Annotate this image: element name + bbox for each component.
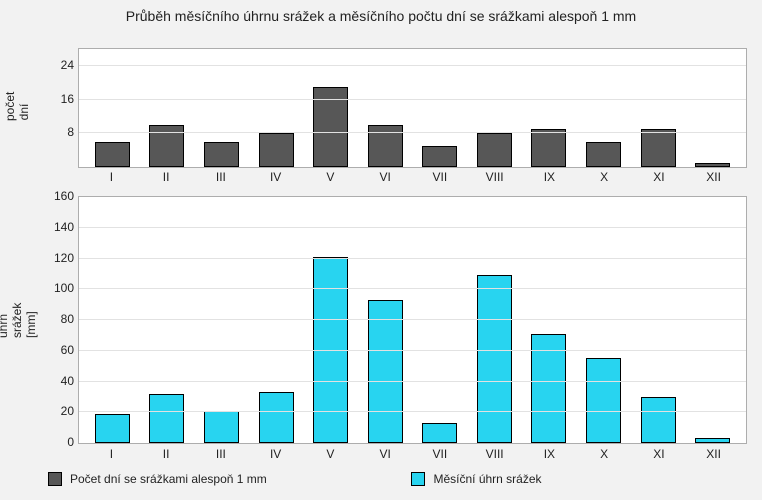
bar-precip xyxy=(204,411,239,443)
bar-days xyxy=(586,142,621,167)
month-label: I xyxy=(84,170,139,184)
month-label: III xyxy=(194,447,249,461)
month-label: III xyxy=(194,170,249,184)
month-label: X xyxy=(577,170,632,184)
bar-precip xyxy=(477,275,512,443)
bar-precip xyxy=(368,300,403,443)
ytick-label: 0 xyxy=(40,436,74,448)
bars-days xyxy=(79,49,746,167)
precipitation-chart: Průběh měsíčního úhrnu srážek a měsíčníh… xyxy=(0,0,762,500)
bar-days xyxy=(259,133,294,167)
month-label: IX xyxy=(522,447,577,461)
month-label: II xyxy=(139,447,194,461)
month-label: IX xyxy=(522,170,577,184)
chart-title: Průběh měsíčního úhrnu srážek a měsíčníh… xyxy=(0,8,762,24)
xaxis-months-top: IIIIIIIVVVIVIIVIIIIXXXIXII xyxy=(78,170,747,184)
month-label: IV xyxy=(248,447,303,461)
month-label: V xyxy=(303,170,358,184)
ytick-label: 100 xyxy=(40,282,74,294)
bar-precip xyxy=(586,358,621,443)
ytick-label: 160 xyxy=(40,190,74,202)
ytick-label: 20 xyxy=(40,405,74,417)
month-label: XII xyxy=(686,447,741,461)
ytick-label: 60 xyxy=(40,344,74,356)
bar-days xyxy=(422,146,457,167)
bar-precip xyxy=(149,394,184,443)
month-label: VI xyxy=(358,447,413,461)
month-label: VII xyxy=(413,170,468,184)
bar-days xyxy=(477,133,512,167)
month-label: IV xyxy=(248,170,303,184)
month-label: II xyxy=(139,170,194,184)
ytick-label: 8 xyxy=(40,126,74,138)
bar-precip xyxy=(641,397,676,443)
bar-days xyxy=(368,125,403,167)
bar-days xyxy=(95,142,130,167)
bar-days xyxy=(149,125,184,167)
bar-precip xyxy=(95,414,130,443)
month-label: VIII xyxy=(467,447,522,461)
bar-days xyxy=(641,129,676,167)
ytick-label: 80 xyxy=(40,313,74,325)
ylabel-days: počet dní xyxy=(3,103,31,121)
month-label: X xyxy=(577,447,632,461)
bar-days xyxy=(204,142,239,167)
panel-days xyxy=(78,48,747,168)
month-label: VI xyxy=(358,170,413,184)
xaxis-months-bottom: IIIIIIIVVVIVIIVIIIIXXXIXII xyxy=(78,447,747,461)
legend: Počet dní se srážkami alespoň 1 mm Měsíč… xyxy=(48,472,747,486)
legend-swatch-precip xyxy=(411,472,425,486)
bars-precip xyxy=(79,197,746,443)
ytick-label: 40 xyxy=(40,375,74,387)
month-label: XI xyxy=(632,170,687,184)
panel-precip xyxy=(78,196,747,444)
ytick-label: 120 xyxy=(40,252,74,264)
legend-label-days: Počet dní se srážkami alespoň 1 mm xyxy=(70,472,267,486)
bar-days xyxy=(531,129,566,167)
month-label: XI xyxy=(632,447,687,461)
legend-label-precip: Měsíční úhrn srážek xyxy=(433,472,541,486)
ytick-label: 24 xyxy=(40,59,74,71)
bar-days xyxy=(695,163,730,167)
legend-swatch-days xyxy=(48,472,62,486)
month-label: XII xyxy=(686,170,741,184)
month-label: I xyxy=(84,447,139,461)
bar-precip xyxy=(422,423,457,443)
ytick-label: 16 xyxy=(40,93,74,105)
month-label: VIII xyxy=(467,170,522,184)
ylabel-precip: úhrn srážek [mm] xyxy=(0,320,38,338)
bar-precip xyxy=(259,392,294,443)
ytick-label: 140 xyxy=(40,221,74,233)
bar-precip xyxy=(695,438,730,443)
month-label: V xyxy=(303,447,358,461)
month-label: VII xyxy=(413,447,468,461)
